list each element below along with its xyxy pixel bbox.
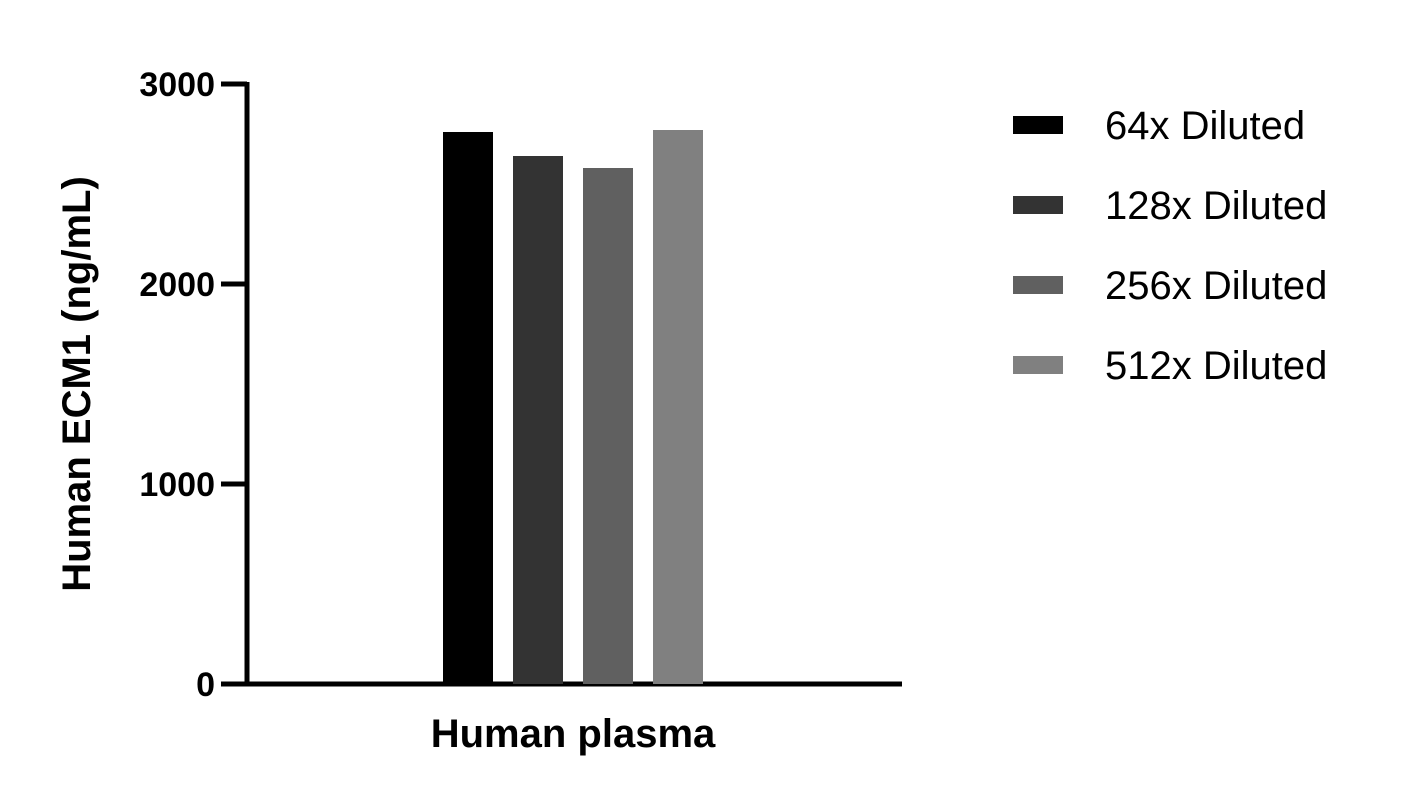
bars: [443, 130, 703, 684]
legend-swatch: [1013, 196, 1063, 214]
legend-label: 256x Diluted: [1105, 264, 1327, 308]
legend-label: 512x Diluted: [1105, 344, 1327, 388]
bar: [583, 168, 633, 684]
legend-label: 128x Diluted: [1105, 184, 1327, 228]
y-tick-label: 0: [196, 666, 215, 704]
x-axis-title: Human plasma: [431, 712, 716, 756]
bar: [443, 132, 493, 684]
y-tick-label: 3000: [139, 66, 215, 104]
legend: 64x Diluted 128x Diluted 256x Diluted 512x …: [1013, 104, 1327, 388]
legend-swatch: [1013, 276, 1063, 294]
y-axis: 0 1000 2000 3000: [139, 66, 250, 704]
y-axis-title: Human ECM1 (ng/mL): [55, 176, 99, 592]
legend-swatch: [1013, 356, 1063, 374]
y-tick-label: 2000: [139, 266, 215, 304]
bar: [513, 156, 563, 684]
y-tick-label: 1000: [139, 466, 215, 504]
legend-swatch: [1013, 116, 1063, 134]
bar: [653, 130, 703, 684]
legend-label: 64x Diluted: [1105, 104, 1305, 148]
